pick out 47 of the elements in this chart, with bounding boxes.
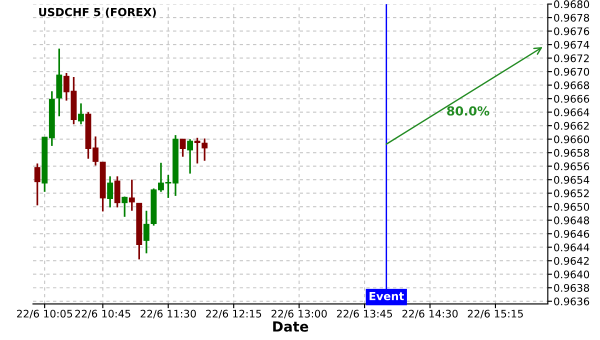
y-tick-label: 0.9662 xyxy=(554,122,589,130)
y-tick-label: 0.9670 xyxy=(554,68,590,76)
candlestick xyxy=(114,175,120,208)
candlestick xyxy=(202,138,208,162)
y-tick-label: 0.9638 xyxy=(554,284,590,292)
y-tick-label: 0.9652 xyxy=(554,189,589,198)
candlestick xyxy=(122,196,128,218)
x-tick-label: 22/6 13:45 xyxy=(336,310,392,318)
candlestick xyxy=(187,138,194,174)
x-tick-label: 22/6 10:05 xyxy=(17,310,72,318)
y-tick-label: 0.9674 xyxy=(554,40,590,49)
candlestick xyxy=(143,210,150,254)
y-tick-label: 0.9642 xyxy=(554,256,589,265)
x-axis-title: Date xyxy=(273,321,308,332)
x-tick-label: 22/6 15:15 xyxy=(468,310,523,318)
y-tick-label: 0.9672 xyxy=(554,54,589,62)
chart-title: USDCHF 5 (FOREX) xyxy=(39,8,156,18)
y-tick-label: 0.9668 xyxy=(554,81,590,90)
y-tick-label: 0.9646 xyxy=(554,230,590,238)
y-tick-label: 0.9644 xyxy=(554,243,590,252)
candlestick xyxy=(128,178,135,212)
candlestick xyxy=(180,138,186,158)
annotation: 80.0% xyxy=(447,106,490,116)
y-tick-label: 0.9636 xyxy=(554,297,590,306)
y-tick-label: 0.9660 xyxy=(554,135,590,144)
y-tick-label: 0.9654 xyxy=(554,176,590,184)
ref-line-label: Event xyxy=(370,292,404,300)
y-tick-label: 0.9650 xyxy=(554,202,590,211)
y-tick-label: 0.9680 xyxy=(554,0,590,8)
candlestick xyxy=(194,136,200,164)
y-tick-label: 0.9658 xyxy=(554,148,590,157)
candlestick xyxy=(56,48,62,118)
y-tick-label: 0.9666 xyxy=(554,94,590,103)
candlestick xyxy=(34,162,40,206)
x-tick-label: 22/6 14:30 xyxy=(402,310,458,318)
x-tick-label: 22/6 13:00 xyxy=(272,310,327,318)
y-tick-label: 0.9678 xyxy=(554,14,590,22)
y-tick-label: 0.9648 xyxy=(554,216,590,224)
y-tick-label: 0.9656 xyxy=(554,162,590,170)
x-tick-label: 22/6 10:45 xyxy=(75,310,130,318)
y-tick-label: 0.9640 xyxy=(554,270,590,278)
x-tick-label: 22/6 11:30 xyxy=(140,310,196,318)
candlestick xyxy=(78,102,84,126)
candlestick xyxy=(107,175,114,208)
y-tick-label: 0.9664 xyxy=(554,108,590,116)
x-tick-label: 22/6 12:15 xyxy=(206,310,262,318)
y-tick-label: 0.9676 xyxy=(554,27,590,36)
